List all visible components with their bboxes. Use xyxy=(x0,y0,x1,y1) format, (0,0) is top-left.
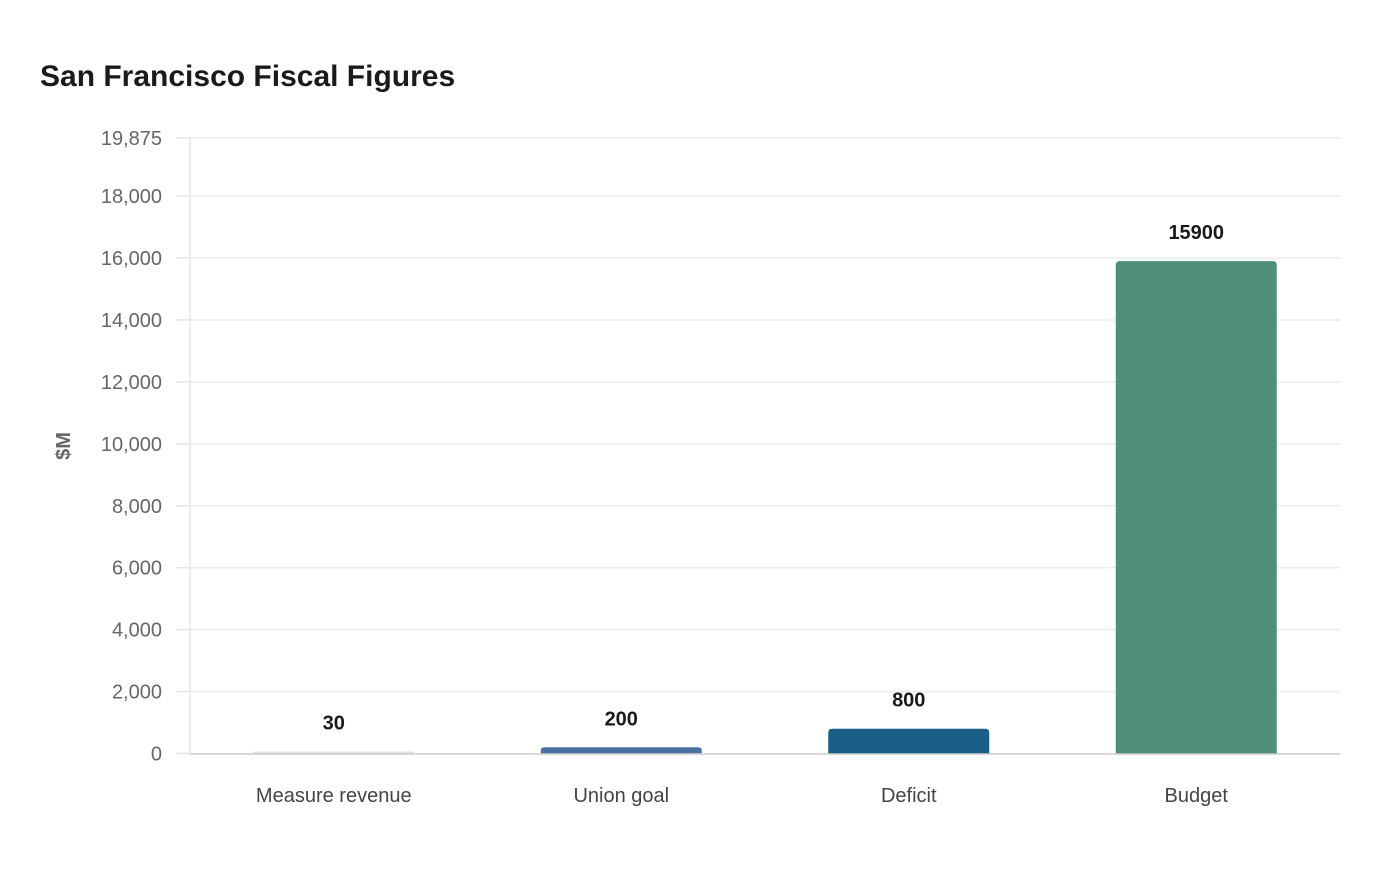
y-tick-label: 19,875 xyxy=(101,128,162,150)
bar xyxy=(540,747,702,754)
y-tick-label: 16,000 xyxy=(101,248,162,270)
x-tick-label: Measure revenue xyxy=(256,785,412,807)
y-tick-label: 10,000 xyxy=(101,434,162,456)
bar xyxy=(828,728,990,754)
y-tick-label: 0 xyxy=(151,744,162,766)
x-tick-label: Union goal xyxy=(573,785,669,807)
y-axis-label: $M xyxy=(53,432,75,460)
y-tick-label: 4,000 xyxy=(112,620,162,642)
y-tick-label: 14,000 xyxy=(101,310,162,332)
data-label: 200 xyxy=(605,708,638,730)
y-tick-label: 18,000 xyxy=(101,186,162,208)
chart-title: San Francisco Fiscal Figures xyxy=(40,60,456,93)
data-label: 15900 xyxy=(1168,222,1224,244)
y-tick-label: 8,000 xyxy=(112,496,162,518)
x-axis-ticks: Measure revenue Union goal Deficit Budget xyxy=(256,785,1228,807)
data-labels: 30 200 800 15900 xyxy=(323,222,1224,734)
x-tick-label: Deficit xyxy=(881,785,937,807)
x-tick-label: Budget xyxy=(1165,785,1229,807)
y-axis-ticks: 0 2,000 4,000 6,000 8,000 10,000 12,000 14,000 1… xyxy=(101,128,190,766)
y-tick-label: 2,000 xyxy=(112,682,162,704)
data-label: 800 xyxy=(892,690,925,712)
data-label: 30 xyxy=(323,713,345,735)
y-tick-label: 6,000 xyxy=(112,558,162,580)
y-tick-label: 12,000 xyxy=(101,372,162,394)
bars xyxy=(253,261,1277,754)
bar xyxy=(1115,261,1277,754)
bar xyxy=(253,751,415,754)
